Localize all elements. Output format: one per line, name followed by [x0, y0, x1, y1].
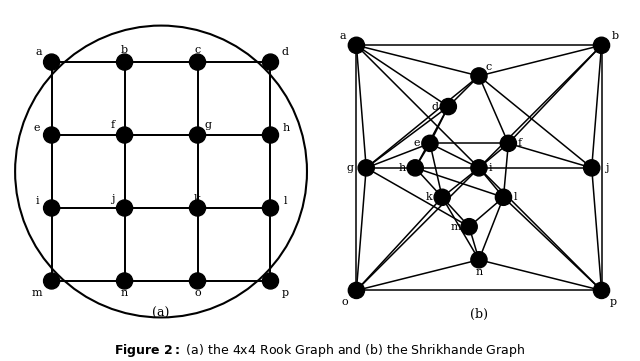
Circle shape — [262, 54, 278, 70]
Text: (a): (a) — [152, 307, 170, 320]
Circle shape — [471, 252, 487, 268]
Circle shape — [189, 127, 205, 143]
Circle shape — [116, 127, 132, 143]
Circle shape — [44, 54, 60, 70]
Text: b: b — [611, 31, 619, 41]
Text: g: g — [204, 120, 211, 130]
Circle shape — [471, 160, 487, 176]
Text: p: p — [282, 288, 289, 297]
Circle shape — [407, 160, 423, 176]
Text: a: a — [340, 31, 346, 41]
Text: f: f — [518, 138, 522, 148]
Text: o: o — [341, 297, 348, 307]
Circle shape — [358, 160, 374, 176]
Text: m: m — [32, 288, 42, 297]
Text: b: b — [121, 45, 128, 55]
Text: i: i — [35, 196, 39, 206]
Circle shape — [495, 189, 511, 205]
Text: m: m — [451, 222, 461, 232]
Circle shape — [189, 200, 205, 216]
Text: j: j — [605, 163, 608, 173]
Text: p: p — [610, 297, 617, 307]
Circle shape — [262, 127, 278, 143]
Text: n: n — [476, 266, 483, 277]
Text: c: c — [486, 62, 492, 71]
Text: k: k — [426, 192, 432, 202]
Circle shape — [262, 273, 278, 289]
Text: $\mathbf{Figure\ 2:}$$\mathrm{\ (a)\ the\ 4x4\ Rook\ Graph\ and\ (b)\ the\ Shrik: $\mathbf{Figure\ 2:}$$\mathrm{\ (a)\ the… — [115, 342, 525, 359]
Text: o: o — [194, 288, 201, 297]
Text: f: f — [111, 120, 115, 130]
Text: e: e — [413, 138, 420, 148]
Circle shape — [44, 273, 60, 289]
Text: a: a — [35, 47, 42, 57]
Circle shape — [500, 135, 516, 152]
Text: d: d — [282, 47, 289, 57]
Circle shape — [461, 219, 477, 235]
Text: d: d — [431, 101, 438, 112]
Circle shape — [593, 37, 610, 53]
Circle shape — [262, 200, 278, 216]
Text: (b): (b) — [470, 308, 488, 321]
Circle shape — [348, 282, 365, 299]
Circle shape — [189, 54, 205, 70]
Circle shape — [584, 160, 600, 176]
Text: l: l — [513, 192, 517, 202]
Circle shape — [189, 273, 205, 289]
Text: e: e — [34, 123, 40, 133]
Text: h: h — [283, 123, 290, 133]
Circle shape — [440, 99, 456, 115]
Circle shape — [44, 127, 60, 143]
Text: i: i — [489, 163, 493, 173]
Circle shape — [422, 135, 438, 152]
Circle shape — [116, 54, 132, 70]
Text: n: n — [121, 288, 128, 297]
Circle shape — [593, 282, 610, 299]
Circle shape — [348, 37, 365, 53]
Text: l: l — [284, 196, 287, 206]
Circle shape — [116, 273, 132, 289]
Text: h: h — [398, 163, 405, 173]
Text: j: j — [111, 194, 115, 204]
Circle shape — [44, 200, 60, 216]
Circle shape — [434, 189, 451, 205]
Circle shape — [471, 68, 487, 84]
Text: k: k — [194, 194, 201, 204]
Circle shape — [116, 200, 132, 216]
Text: c: c — [195, 45, 201, 55]
Text: g: g — [347, 163, 354, 173]
